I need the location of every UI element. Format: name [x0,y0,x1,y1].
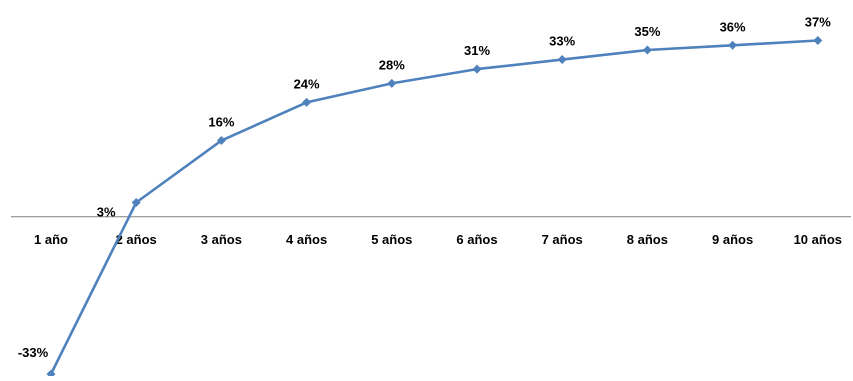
data-label: -33% [18,345,49,360]
data-point-marker [557,55,567,65]
x-tick-label: 2 años [116,232,157,247]
x-tick-label: 9 años [712,232,753,247]
data-point-marker [216,136,226,146]
data-label: 37% [805,15,831,30]
data-label: 35% [634,24,660,39]
data-point-marker [813,36,823,45]
series-line [49,39,818,375]
data-point-marker [302,97,312,107]
data-label: 28% [379,57,405,72]
x-tick-label: 3 años [201,232,242,247]
data-label: 33% [549,34,575,49]
x-tick-label: 5 años [371,232,412,247]
x-tick-label: 10 años [794,232,842,247]
data-label: 24% [294,76,320,91]
data-point-marker [472,64,482,74]
data-label: 3% [97,204,116,219]
data-label: 36% [720,19,746,34]
data-point-marker [728,40,738,50]
data-point-marker [131,197,141,207]
x-tick-labels: 1 año 2 años 3 años 4 años 5 años 6 años 7 año… [34,232,842,247]
x-tick-label: 4 años [286,232,327,247]
data-labels: -33% 3% 16% 24% 28% 31% 33% 35% 36% 37% [18,15,831,361]
x-tick-label: 8 años [627,232,668,247]
data-label: 31% [464,43,490,58]
series-markers [46,36,823,379]
x-tick-label: 7 años [542,232,583,247]
x-tick-label: 6 años [456,232,497,247]
data-point-marker [642,45,652,55]
data-point-marker [387,78,397,88]
data-label: 16% [208,115,234,130]
x-tick-label: 1 año [34,232,68,247]
